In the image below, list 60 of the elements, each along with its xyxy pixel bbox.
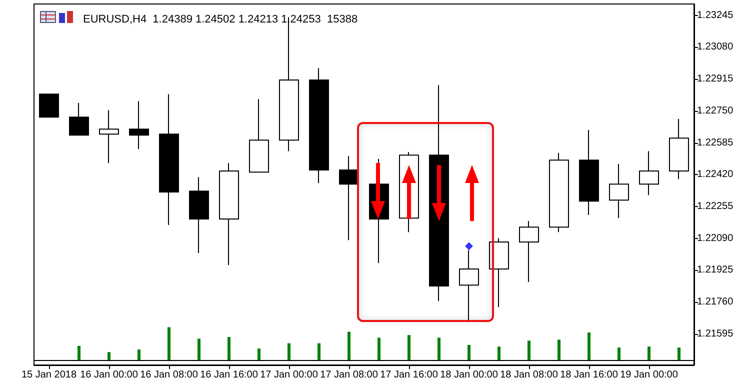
candlestick (309, 68, 329, 184)
bar (348, 332, 350, 360)
y-tick-label: 1.23080 (697, 42, 734, 53)
bar (288, 343, 290, 360)
bar (108, 352, 110, 360)
x-tick-label: 18 Jan 16:00 (560, 370, 618, 380)
bar (648, 346, 650, 360)
candlestick (549, 152, 569, 233)
candlestick (489, 238, 509, 308)
y-tick-label: 1.22750 (697, 105, 734, 116)
candlestick (69, 102, 89, 136)
x-tick-label: 16 Jan 00:00 (80, 370, 138, 380)
y-tick-label: 1.22420 (697, 169, 734, 180)
candlestick (519, 220, 539, 282)
y-tick-label: 1.22915 (697, 74, 734, 85)
bar (378, 338, 380, 360)
bar (678, 348, 680, 360)
candlestick (219, 162, 239, 266)
bar (588, 332, 590, 360)
bar (138, 350, 140, 360)
x-tick-label: 16 Jan 08:00 (140, 370, 198, 380)
x-tick-label: 15 Jan 2018 (21, 370, 77, 380)
bar (528, 340, 530, 360)
bar (618, 348, 620, 360)
bar (258, 348, 260, 360)
bar (168, 327, 170, 360)
y-tick-label: 1.21760 (697, 296, 734, 308)
bar (228, 337, 230, 360)
x-tick-label: 17 Jan 08:00 (320, 370, 378, 380)
candlestick (639, 150, 659, 196)
bar (198, 338, 200, 360)
x-tick-label: 19 Jan 00:00 (620, 370, 678, 380)
candlestick (579, 130, 599, 216)
candlestick (339, 156, 359, 241)
x-tick-label: 18 Jan 08:00 (500, 370, 558, 380)
y-tick-label: 1.21595 (697, 328, 734, 340)
candlestick (249, 98, 269, 173)
y-tick-label: 1.21925 (697, 264, 734, 276)
candlestick (189, 176, 209, 254)
x-tick-label: 16 Jan 16:00 (200, 370, 258, 380)
bar (438, 338, 440, 360)
candlestick (39, 94, 59, 118)
y-tick-label: 1.22090 (697, 232, 734, 244)
bar (468, 344, 470, 360)
x-tick-label: 17 Jan 00:00 (260, 370, 318, 380)
x-tick-label: 17 Jan 16:00 (380, 370, 438, 380)
x-tick-label: 18 Jan 00:00 (440, 370, 498, 380)
candlestick (99, 110, 119, 164)
candlestick (129, 100, 149, 150)
bar (318, 343, 320, 360)
y-tick-label: 1.23245 (697, 10, 734, 21)
candlestick (669, 118, 689, 180)
bar (558, 340, 560, 360)
candlestick (159, 94, 179, 226)
y-tick-label: 1.22585 (697, 137, 734, 148)
bar (408, 335, 410, 360)
candlestick (609, 164, 629, 219)
bar (498, 346, 500, 360)
y-tick-label: 1.22255 (697, 201, 734, 212)
bar (78, 346, 80, 360)
